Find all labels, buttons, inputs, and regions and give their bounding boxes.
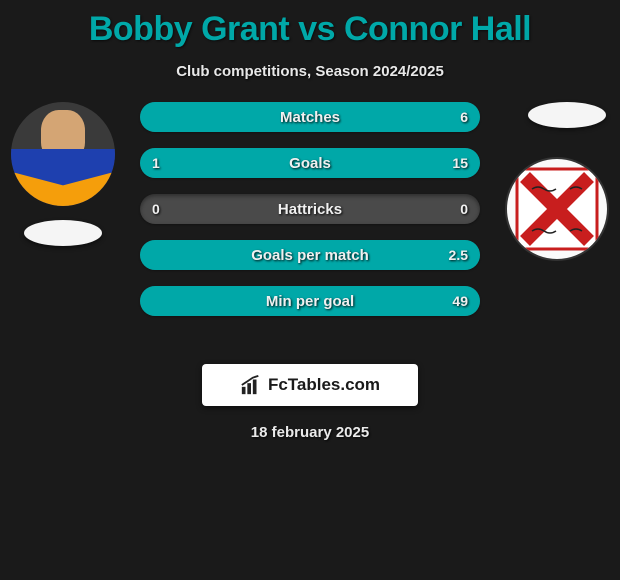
player-left-team-badge <box>24 220 102 246</box>
stat-row: Goals per match 2.5 <box>140 240 480 270</box>
stat-label: Hattricks <box>278 201 342 218</box>
stat-row: 1 Goals 15 <box>140 148 480 178</box>
stat-value-left: 0 <box>152 201 160 217</box>
stat-label: Min per goal <box>266 293 354 310</box>
brand-badge: FcTables.com <box>202 364 418 406</box>
player-right-crest <box>505 157 609 261</box>
player-right-panel <box>502 157 612 261</box>
chart-icon <box>240 374 262 396</box>
player-left-panel <box>8 102 118 246</box>
stat-label: Goals <box>289 155 331 172</box>
stat-value-right: 15 <box>452 155 468 171</box>
stat-value-right: 49 <box>452 293 468 309</box>
stat-row: Matches 6 <box>140 102 480 132</box>
brand-text: FcTables.com <box>268 375 380 395</box>
stats-column: Matches 6 1 Goals 15 0 Hattricks 0 Goals per mat… <box>140 102 480 332</box>
player-right-team-badge <box>528 102 606 128</box>
subtitle: Club competitions, Season 2024/2025 <box>0 63 620 80</box>
stat-row: Min per goal 49 <box>140 286 480 316</box>
stat-label: Matches <box>280 109 340 126</box>
stat-row: 0 Hattricks 0 <box>140 194 480 224</box>
page-title: Bobby Grant vs Connor Hall <box>0 0 620 49</box>
date-label: 18 february 2025 <box>0 424 620 441</box>
comparison-area: Matches 6 1 Goals 15 0 Hattricks 0 Goals per mat… <box>0 102 620 352</box>
stat-value-right: 6 <box>460 109 468 125</box>
stat-value-right: 2.5 <box>449 247 468 263</box>
stat-value-left: 1 <box>152 155 160 171</box>
player-left-avatar <box>11 102 115 206</box>
stat-value-right: 0 <box>460 201 468 217</box>
stat-label: Goals per match <box>251 247 369 264</box>
